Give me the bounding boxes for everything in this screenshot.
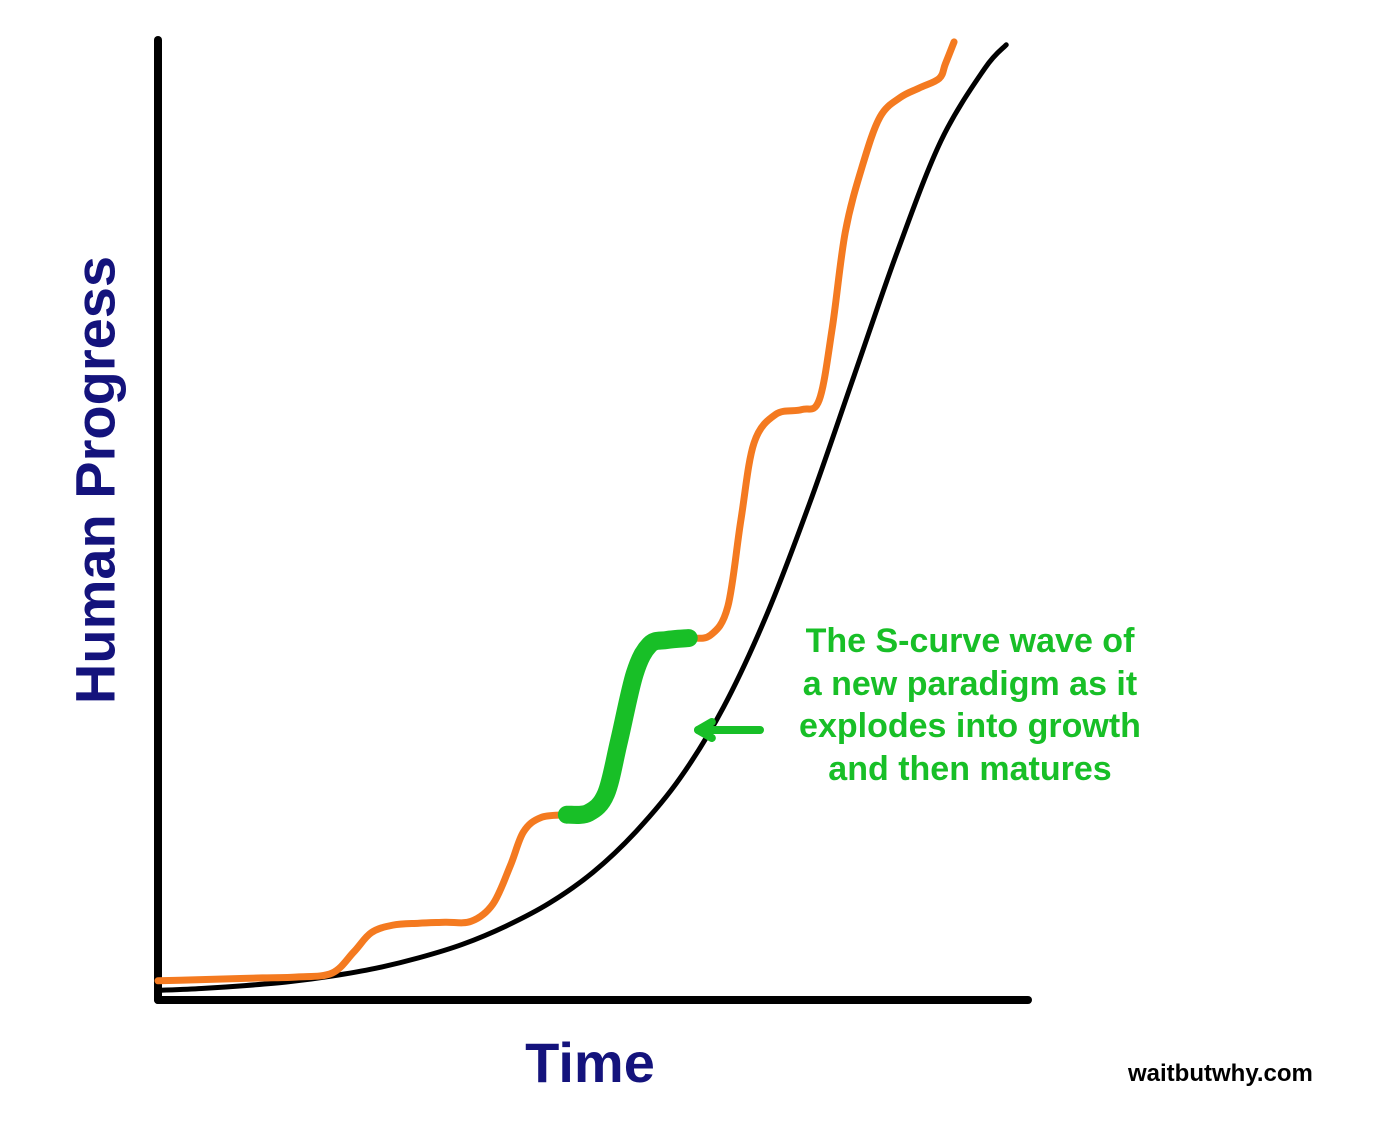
chart-svg (0, 0, 1376, 1124)
y-axis-label: Human Progress (63, 256, 128, 704)
annotation-text: The S-curve wave ofa new paradigm as ite… (760, 620, 1180, 790)
x-axis-label: Time (525, 1030, 655, 1095)
black-curve (158, 45, 1006, 991)
orange-curve (158, 42, 954, 981)
chart-stage: Human Progress Time The S-curve wave ofa… (0, 0, 1376, 1124)
attribution: waitbutwhy.com (1128, 1060, 1313, 1088)
